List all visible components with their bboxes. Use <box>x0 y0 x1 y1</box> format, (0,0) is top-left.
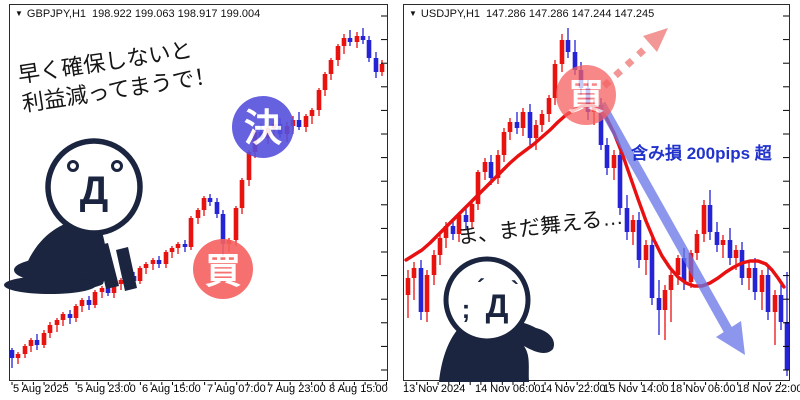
x-axis-label: 7 Aug 23:00 <box>267 383 326 395</box>
ohlc-quote: 147.286 147.286 147.244 147.245 <box>486 8 655 20</box>
chart-title-bar: ▼ USDJPY,H1 147.286 147.286 147.244 147.24… <box>409 8 654 20</box>
chart-panel-usdjpy[interactable]: ▼ USDJPY,H1 147.286 147.286 147.244 147.24… <box>403 4 790 381</box>
x-axis-label: 5 Aug 23:00 <box>77 383 136 395</box>
x-axis-label: 13 Nov 2024 <box>403 383 466 395</box>
x-axis-label: 15 Nov 14:00 <box>603 383 669 395</box>
symbol-label: GBPJPY,H1 <box>26 8 87 20</box>
unrealized-loss-label: 含み損 200pips 超 <box>631 144 772 163</box>
x-axis-label: 14 Nov 06:00 <box>475 383 541 395</box>
symbol-dropdown-icon[interactable]: ▼ <box>15 9 23 18</box>
x-axis-label: 8 Aug 15:00 <box>329 383 388 395</box>
x-axis-label: 14 Nov 22:00 <box>540 383 606 395</box>
chart-title-bar: ▼ GBPJPY,H1 198.922 199.063 198.917 199.00… <box>15 8 260 20</box>
x-axis-label: 6 Aug 15:00 <box>142 383 201 395</box>
x-axis-label: 18 Nov 22:00 <box>737 383 800 395</box>
symbol-label: USDJPY,H1 <box>420 8 481 20</box>
x-axis-label: 5 Aug 2025 <box>13 383 69 395</box>
x-axis-label: 18 Nov 06:00 <box>670 383 736 395</box>
ohlc-quote: 198.922 199.063 198.917 199.004 <box>92 8 261 20</box>
symbol-dropdown-icon[interactable]: ▼ <box>409 9 417 18</box>
x-axis-label: 7 Aug 07:00 <box>207 383 266 395</box>
